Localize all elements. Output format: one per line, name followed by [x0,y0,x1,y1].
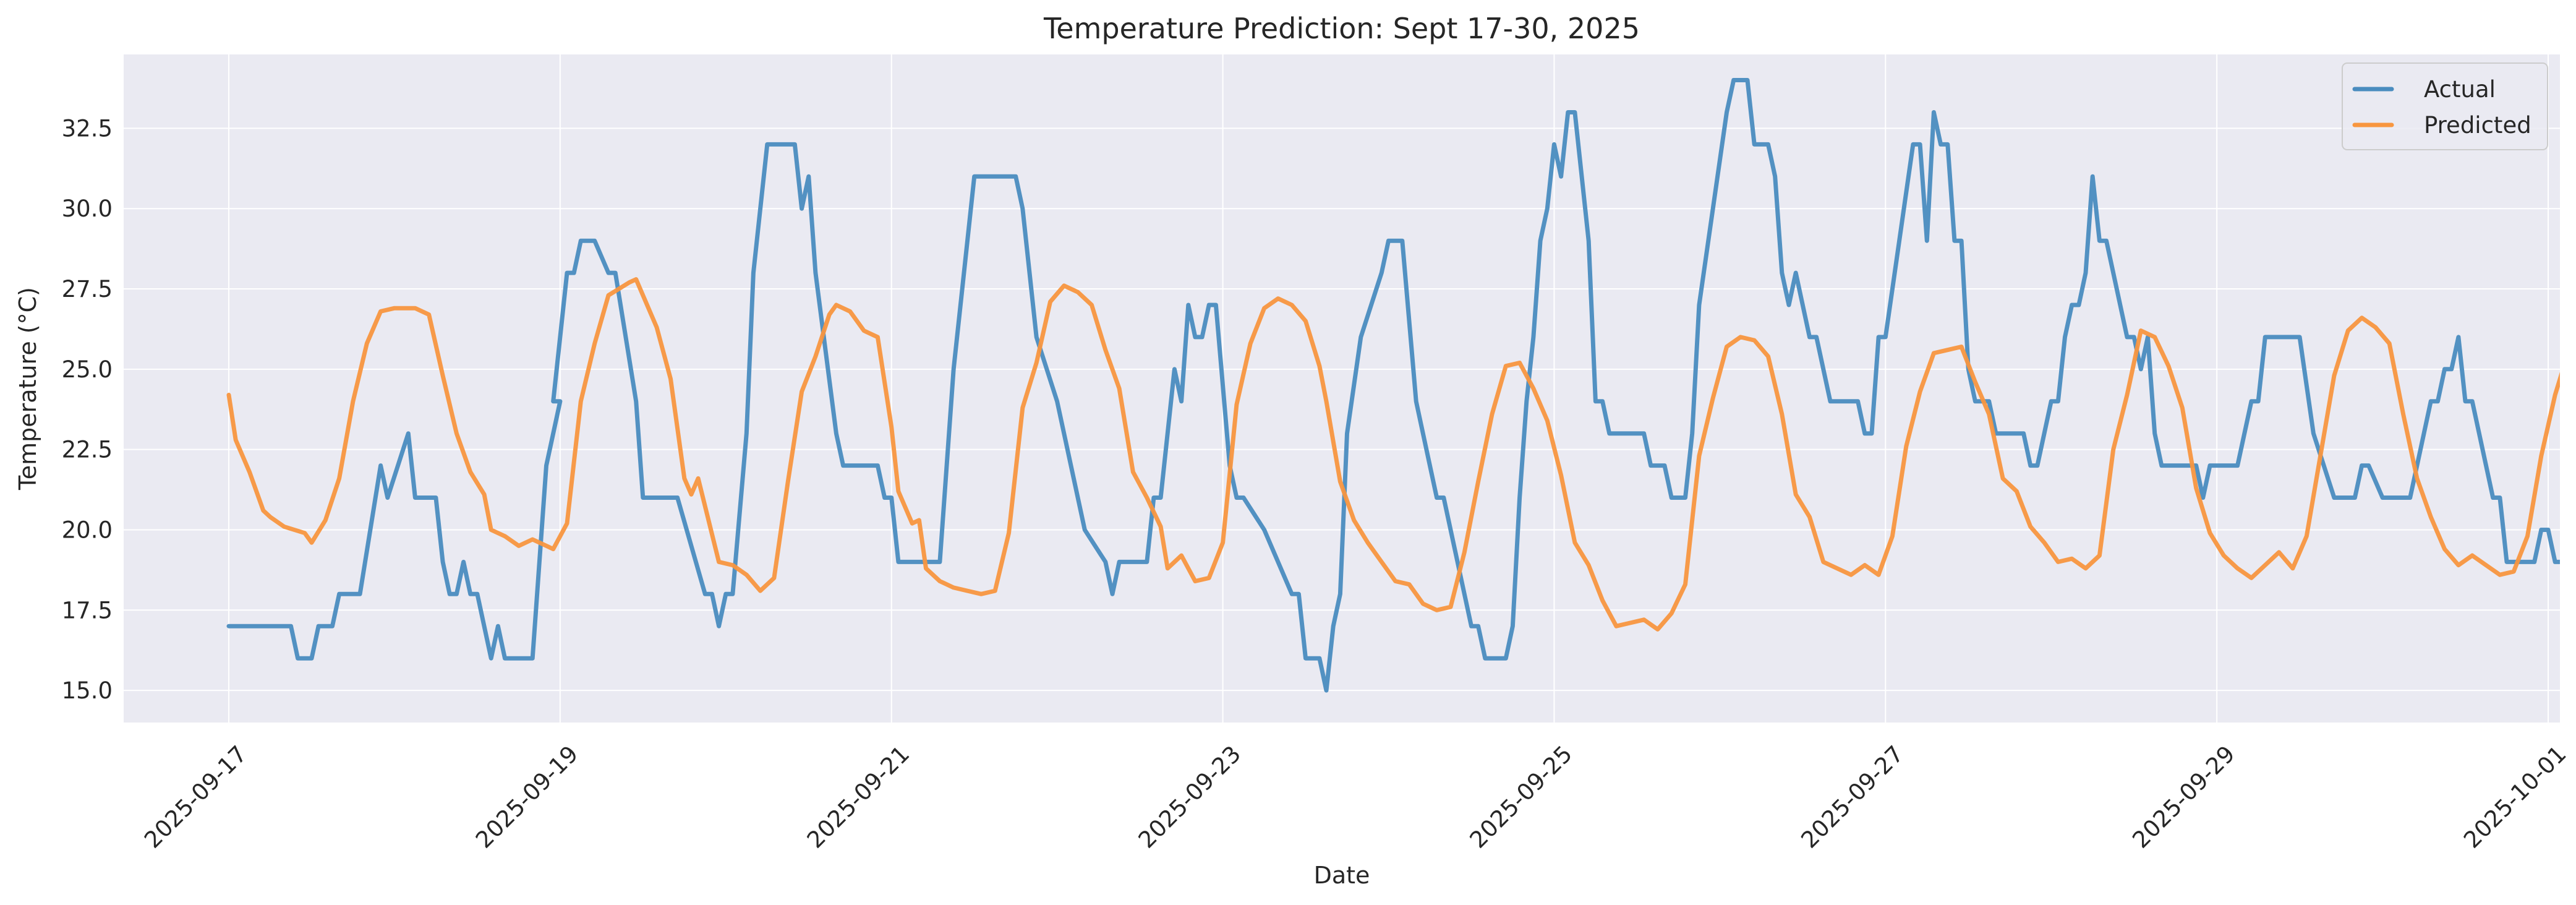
chart-title: Temperature Prediction: Sept 17-30, 2025 [1043,12,1640,45]
series-lines [226,78,2560,693]
legend-label-predicted: Predicted [2424,112,2531,139]
y-tick-labels: 15.0 17.5 20.0 22.5 25.0 27.5 30.0 32.5 [62,115,113,704]
legend-box [2342,62,2548,150]
y-tick-label: 22.5 [62,437,113,463]
legend: Actual Predicted [2342,62,2548,150]
series-line-actual [226,78,2560,693]
series-line-predicted [226,277,2560,632]
y-tick-label: 30.0 [62,195,113,222]
y-tick-label: 20.0 [62,517,113,543]
y-tick-label: 15.0 [62,677,113,704]
legend-label-actual: Actual [2424,76,2496,103]
y-tick-label: 17.5 [62,597,113,624]
plot-area [124,54,2560,723]
y-tick-label: 25.0 [62,356,113,383]
y-tick-label: 32.5 [62,115,113,142]
y-tick-label: 27.5 [62,276,113,302]
x-axis-label: Date [1314,862,1370,889]
y-axis-label: Temperature (°C) [14,287,41,491]
